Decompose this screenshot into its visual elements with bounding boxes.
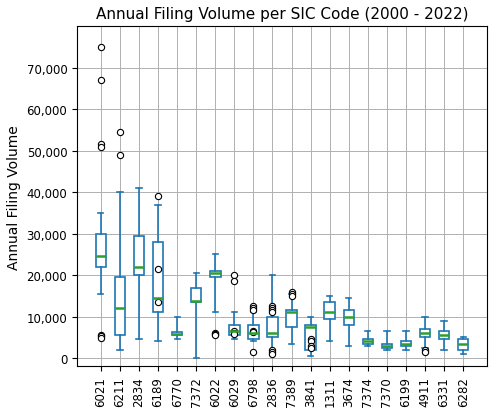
PathPatch shape [229, 325, 240, 335]
PathPatch shape [420, 329, 430, 337]
PathPatch shape [363, 339, 373, 344]
PathPatch shape [305, 325, 316, 350]
PathPatch shape [267, 317, 278, 337]
PathPatch shape [439, 331, 450, 339]
PathPatch shape [382, 344, 392, 348]
PathPatch shape [115, 278, 125, 335]
PathPatch shape [325, 302, 335, 319]
PathPatch shape [458, 339, 468, 350]
PathPatch shape [401, 342, 411, 346]
PathPatch shape [134, 236, 144, 275]
Y-axis label: Annual Filing Volume: Annual Filing Volume [7, 125, 21, 269]
Title: Annual Filing Volume per SIC Code (2000 - 2022): Annual Filing Volume per SIC Code (2000 … [96, 7, 468, 22]
PathPatch shape [172, 332, 182, 335]
PathPatch shape [191, 288, 202, 302]
PathPatch shape [248, 325, 259, 339]
PathPatch shape [210, 271, 220, 278]
PathPatch shape [153, 242, 164, 313]
PathPatch shape [343, 311, 354, 325]
PathPatch shape [96, 234, 106, 267]
PathPatch shape [287, 311, 297, 327]
